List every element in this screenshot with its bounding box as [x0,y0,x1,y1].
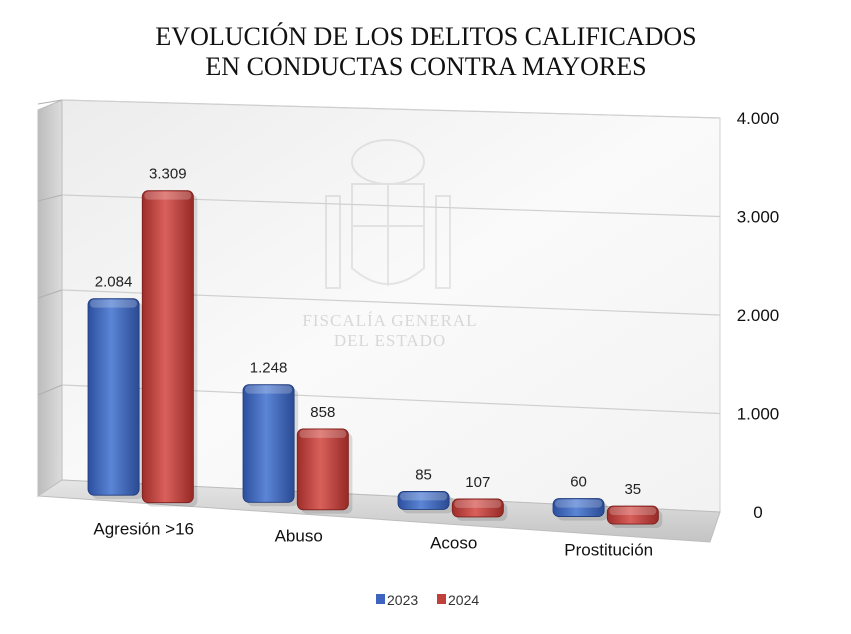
legend-label-2023: 2023 [387,592,418,608]
bar-2023-0 [87,298,144,500]
bar-highlight [454,499,502,508]
bar-highlight [555,499,603,508]
side-gridline [37,289,63,299]
legend-swatch-2024 [437,594,446,604]
bar-body [141,190,194,504]
bar-2023-2 [397,491,454,514]
bar-highlight [299,429,347,438]
category-label-2: Acoso [430,534,477,553]
bar-2023-1 [242,384,299,507]
bar-body [296,428,349,511]
bar-2024-3 [606,505,663,529]
y-tick-label: 0 [753,503,762,522]
legend-label-2024: 2024 [448,592,479,608]
data-label-2023-3: 60 [570,474,587,491]
y-tick-label: 1.000 [737,405,780,424]
y-axis: 0 1.000 2.000 3.000 4.000 [737,109,780,522]
side-gridline [37,384,63,396]
bar-2024-2 [451,498,508,521]
y-tick-label: 2.000 [737,306,780,325]
chart-title: EVOLUCIÓN DE LOS DELITOS CALIFICADOS EN … [155,22,696,81]
chart-title-line-1: EVOLUCIÓN DE LOS DELITOS CALIFICADOS [155,22,696,51]
bar-highlight [609,507,657,516]
chart-title-line-2: EN CONDUCTAS CONTRA MAYORES [205,52,646,81]
bar-highlight [245,385,293,394]
bar-body [397,491,450,510]
floor [36,479,721,543]
bar-2024-1 [296,428,353,514]
bar-body [606,505,659,525]
x-axis-categories: Agresión >16 Abuso Acoso Prostitución [93,519,653,559]
data-label-2023-2: 85 [415,466,432,483]
bar-body [552,498,605,517]
watermark-line-2: DEL ESTADO [334,331,446,350]
bars [87,190,663,529]
coat-of-arms-icon [325,139,451,289]
data-label-2023-0: 2.084 [95,274,133,291]
legend-swatch-2023 [376,594,385,604]
data-label-2024-0: 3.309 [149,166,187,183]
bar-highlight [400,492,448,501]
data-label-2023-1: 1.248 [250,360,288,377]
bar-body [451,498,504,518]
bar-2024-0 [141,190,198,507]
legend: 2023 2024 [376,592,479,608]
side-wall [37,99,63,497]
data-label-2024-2: 107 [465,474,490,491]
data-labels: 2.084 3.309 1.248 858 85 107 60 35 [95,166,641,498]
y-tick-label: 3.000 [737,208,780,227]
bar-2023-3 [552,498,609,521]
category-label-3: Prostitución [564,541,653,560]
data-label-2024-1: 858 [310,404,335,421]
side-gridline [37,99,63,105]
category-label-1: Abuso [275,526,323,545]
plot-backdrop [36,99,721,543]
bar-body [242,384,295,503]
bar-highlight [90,299,138,308]
y-tick-label: 4.000 [737,109,780,128]
bar-body [87,298,140,496]
category-label-0: Agresión >16 [93,519,194,538]
bar-highlight [144,191,192,200]
side-gridline [37,194,63,202]
watermark: FISCALÍA GENERAL DEL ESTADO [302,139,477,350]
data-label-2024-3: 35 [624,481,641,498]
gridline [61,99,721,119]
watermark-line-1: FISCALÍA GENERAL [302,311,477,330]
